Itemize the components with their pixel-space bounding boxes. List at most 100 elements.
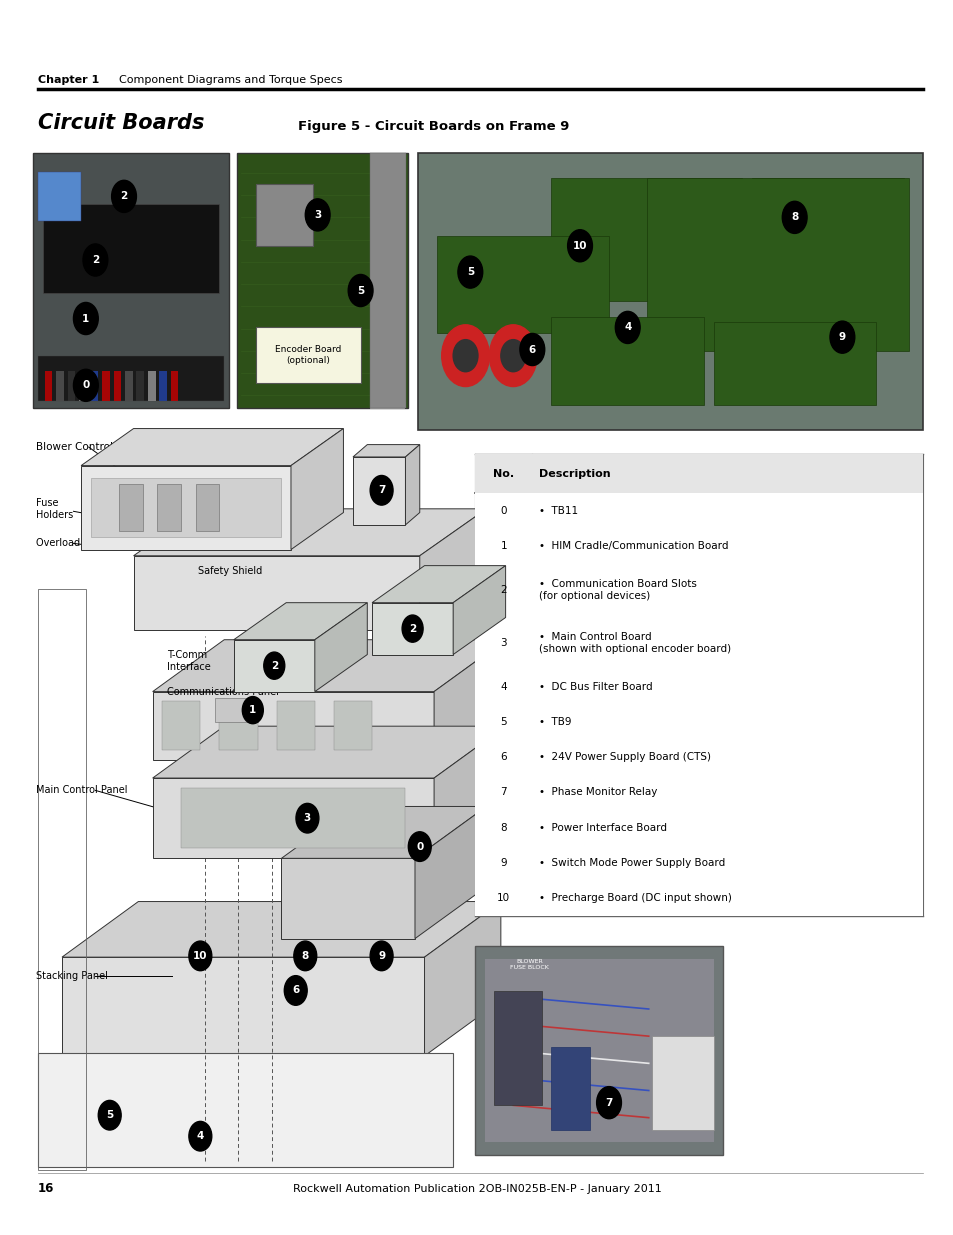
Text: 4: 4 [623,322,631,332]
Bar [181,788,405,848]
Bar [475,810,923,845]
Bar [119,484,143,531]
Text: 7: 7 [500,788,506,798]
Text: 9: 9 [377,951,385,961]
Polygon shape [152,726,505,778]
Circle shape [294,941,316,971]
Polygon shape [434,640,505,760]
Bar [91,478,281,537]
Bar [91,370,98,401]
Polygon shape [152,692,434,760]
Circle shape [596,1087,620,1119]
Circle shape [83,245,108,277]
Circle shape [402,615,422,642]
Circle shape [370,941,393,971]
Text: 8: 8 [301,951,309,961]
Text: 6: 6 [500,752,506,762]
Text: •  Precharge Board (DC input shown): • Precharge Board (DC input shown) [538,893,731,903]
Polygon shape [281,858,415,939]
Bar [551,178,741,301]
Text: Circuit Boards: Circuit Boards [38,114,204,133]
Text: •  TB11: • TB11 [538,506,578,516]
Text: 6: 6 [292,986,299,995]
Bar [484,958,713,1142]
Polygon shape [152,778,434,858]
Text: 3: 3 [500,637,506,648]
Text: •  Main Control Board
(shown with optional encoder board): • Main Control Board (shown with optiona… [538,632,730,653]
Circle shape [305,199,330,231]
Text: 0: 0 [82,380,90,390]
Text: Figure 5 - Circuit Boards on Frame 9: Figure 5 - Circuit Boards on Frame 9 [298,120,569,133]
Bar [475,946,722,1155]
Bar [195,484,219,531]
Bar [38,589,86,1170]
Bar [125,370,132,401]
Bar [276,701,314,750]
Bar [475,740,923,774]
Circle shape [567,230,592,262]
Text: •  24V Power Supply Board (CTS): • 24V Power Supply Board (CTS) [538,752,710,762]
Polygon shape [81,466,291,550]
Bar [475,563,923,616]
Text: 10: 10 [193,951,208,961]
Text: 8: 8 [500,823,506,832]
Polygon shape [281,806,486,858]
Text: 2: 2 [409,624,416,634]
Text: 2: 2 [271,661,277,671]
Text: Stacking Panel: Stacking Panel [36,971,108,981]
Text: •  Power Interface Board: • Power Interface Board [538,823,666,832]
Bar [646,178,908,351]
Text: 2: 2 [500,585,506,595]
Text: No.: No. [493,469,514,479]
Bar [157,484,181,531]
Bar [136,370,144,401]
Circle shape [829,321,854,353]
Polygon shape [291,429,343,550]
Bar [475,454,923,493]
Text: 16: 16 [38,1182,54,1194]
Bar [475,881,923,915]
Bar [148,370,155,401]
Bar [713,322,875,405]
Text: Overload Protector: Overload Protector [36,538,128,548]
Bar [79,370,87,401]
Circle shape [284,976,307,1005]
Circle shape [615,311,639,343]
Bar [102,370,110,401]
Circle shape [457,256,482,288]
Circle shape [370,475,393,505]
Circle shape [73,303,98,335]
Bar [38,172,81,221]
Bar [370,153,406,408]
Text: •  TB9: • TB9 [538,718,571,727]
Polygon shape [353,445,419,457]
Circle shape [489,325,537,387]
Text: 5: 5 [106,1110,113,1120]
Circle shape [408,832,431,862]
Bar [113,370,121,401]
Text: BLOWER
FUSE BLOCK: BLOWER FUSE BLOCK [510,958,549,969]
Bar [475,493,923,529]
Text: Main Control Panel: Main Control Panel [36,785,128,795]
Text: •  DC Bus Filter Board: • DC Bus Filter Board [538,682,652,692]
Circle shape [73,369,98,401]
Bar [255,184,313,246]
Text: 5: 5 [356,285,364,295]
Text: •  HIM Cradle/Communication Board: • HIM Cradle/Communication Board [538,541,728,551]
Text: 9: 9 [838,332,845,342]
Polygon shape [152,640,505,692]
Polygon shape [453,566,505,655]
Text: Safety Shield: Safety Shield [198,566,262,576]
Polygon shape [419,509,486,630]
Circle shape [500,340,525,372]
Text: 7: 7 [605,1098,612,1108]
Text: T-Comm
Interface: T-Comm Interface [167,650,211,672]
Bar [38,356,224,401]
Bar [651,1036,713,1130]
Text: 1: 1 [249,705,256,715]
Bar [751,178,903,295]
Polygon shape [133,556,419,630]
Polygon shape [372,566,505,603]
Polygon shape [233,640,314,692]
Text: Blower Control Panel: Blower Control Panel [36,442,145,452]
